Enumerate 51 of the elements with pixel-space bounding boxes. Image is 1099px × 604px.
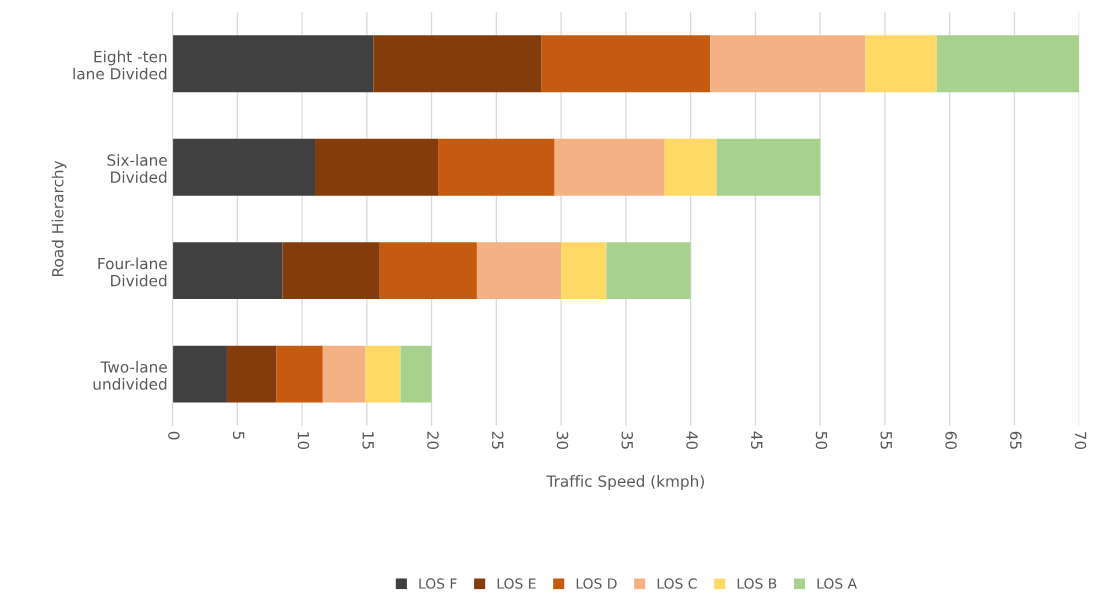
- x-tick-label: 60: [945, 431, 957, 450]
- x-tick-label: 5: [232, 431, 245, 440]
- y-tick-label: Two-lane undivided: [93, 360, 167, 390]
- x-tick-label: 25: [491, 431, 504, 449]
- y-tick-label: Four-lane Divided: [98, 257, 167, 287]
- bar: [379, 242, 477, 300]
- bar: [172, 138, 316, 196]
- bar: [936, 35, 1080, 93]
- legend-label: LOS C: [657, 578, 697, 589]
- bar: [438, 138, 555, 196]
- bar: [276, 345, 323, 403]
- bar: [400, 345, 432, 403]
- y-tick-label: Eight -ten lane Divided: [73, 50, 167, 80]
- x-tick-label: 55: [880, 431, 892, 449]
- bar: [172, 242, 283, 300]
- bar: [373, 35, 542, 93]
- bar: [226, 345, 277, 403]
- x-axis-title: Traffic Speed (kmph): [546, 475, 704, 490]
- bar: [322, 345, 366, 403]
- legend-label: LOS F: [419, 578, 457, 589]
- bar: [554, 138, 665, 196]
- bar: [172, 345, 227, 403]
- x-tick-label: 30: [556, 431, 569, 450]
- bar: [282, 242, 380, 300]
- bar: [315, 138, 439, 196]
- x-tick-label: 50: [815, 431, 828, 450]
- legend-label: LOS B: [737, 578, 777, 589]
- legend-label: LOS D: [576, 578, 617, 589]
- legend-label: LOS E: [497, 578, 536, 589]
- bar: [365, 345, 401, 403]
- x-tick-label: 40: [686, 431, 698, 450]
- x-tick-label: 10: [297, 432, 310, 450]
- bar: [716, 138, 821, 196]
- bar: [172, 35, 374, 93]
- y-tick-label: Six-lane Divided: [107, 154, 167, 183]
- y-axis-title: Road Hierarchy: [51, 160, 67, 276]
- bar: [561, 242, 607, 300]
- x-tick-label: 45: [750, 431, 763, 449]
- x-tick-label: 70: [1074, 431, 1087, 450]
- x-tick-label: 15: [362, 432, 374, 449]
- bar: [865, 35, 937, 93]
- bar: [710, 35, 866, 93]
- bar: [476, 242, 562, 300]
- x-tick-label: 20: [427, 431, 439, 450]
- legend-label: LOS A: [817, 578, 857, 589]
- bar: [541, 35, 711, 93]
- bar: [664, 138, 717, 196]
- bar: [606, 242, 691, 300]
- x-tick-label: 65: [1010, 431, 1022, 449]
- x-tick-label: 0: [168, 431, 180, 440]
- x-tick-label: 35: [621, 431, 633, 449]
